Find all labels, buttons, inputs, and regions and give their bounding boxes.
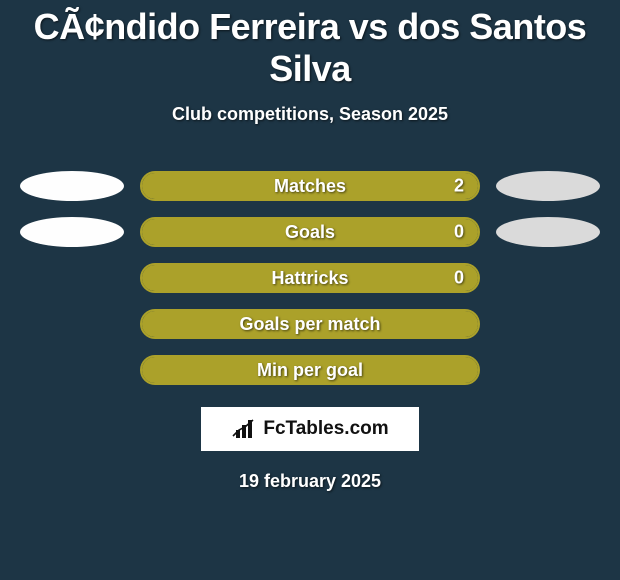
stat-label: Goals bbox=[142, 222, 478, 243]
stat-label: Min per goal bbox=[142, 360, 478, 381]
stat-row: Matches2 bbox=[0, 163, 620, 209]
stat-value: 0 bbox=[454, 268, 464, 289]
brand-text: FcTables.com bbox=[263, 418, 388, 440]
stat-bar: Goals per match bbox=[140, 309, 480, 339]
stat-bar: Goals0 bbox=[140, 217, 480, 247]
stat-row: Goals0 bbox=[0, 209, 620, 255]
player-right-marker bbox=[496, 217, 600, 247]
bars-icon bbox=[231, 418, 257, 440]
stat-label: Goals per match bbox=[142, 314, 478, 335]
comparison-card: CÃ¢ndido Ferreira vs dos Santos Silva Cl… bbox=[0, 0, 620, 580]
date-text: 19 february 2025 bbox=[0, 471, 620, 492]
stat-value: 0 bbox=[454, 222, 464, 243]
stat-bar: Min per goal bbox=[140, 355, 480, 385]
page-subtitle: Club competitions, Season 2025 bbox=[0, 104, 620, 125]
stat-value: 2 bbox=[454, 176, 464, 197]
player-right-marker bbox=[496, 171, 600, 201]
brand-badge: FcTables.com bbox=[201, 407, 419, 451]
stat-rows: Matches2Goals0Hattricks0Goals per matchM… bbox=[0, 163, 620, 393]
stat-row: Min per goal bbox=[0, 347, 620, 393]
stat-label: Hattricks bbox=[142, 268, 478, 289]
player-left-marker bbox=[20, 217, 124, 247]
stat-bar: Hattricks0 bbox=[140, 263, 480, 293]
stat-label: Matches bbox=[142, 176, 478, 197]
stat-bar: Matches2 bbox=[140, 171, 480, 201]
player-left-marker bbox=[20, 171, 124, 201]
page-title: CÃ¢ndido Ferreira vs dos Santos Silva bbox=[0, 0, 620, 90]
stat-row: Goals per match bbox=[0, 301, 620, 347]
stat-row: Hattricks0 bbox=[0, 255, 620, 301]
